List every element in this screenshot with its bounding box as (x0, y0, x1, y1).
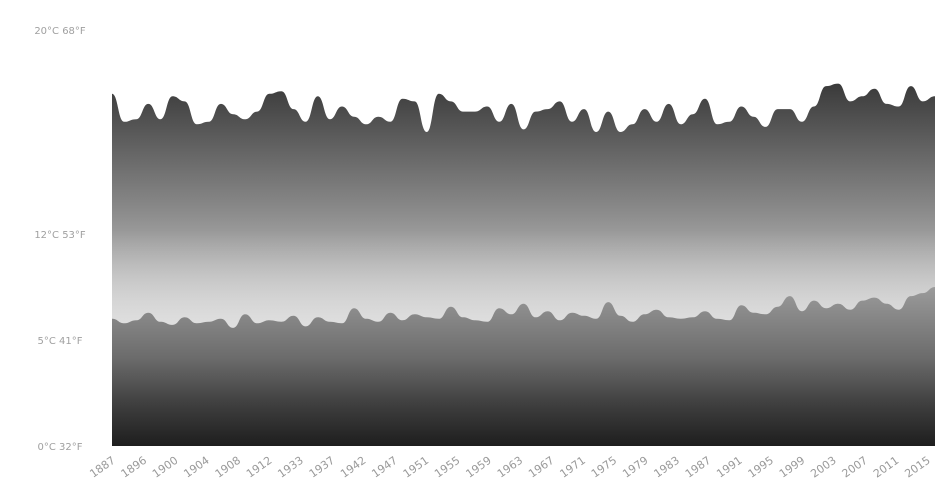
x-tick-label: 1887 (87, 454, 117, 481)
y-tick-label: 20°C 68°F (34, 26, 86, 37)
y-axis: 0°C 32°F 5°C 41°F 12°C 53°F 20°C 68°F (34, 26, 86, 453)
x-tick-label: 2003 (808, 454, 838, 481)
x-tick-label: 2011 (871, 454, 901, 481)
x-tick-label: 1912 (244, 454, 274, 481)
x-tick-label: 1995 (746, 454, 776, 481)
x-tick-label: 1975 (589, 454, 619, 481)
x-tick-label: 1971 (558, 454, 588, 481)
x-tick-label: 1979 (620, 454, 650, 481)
x-tick-label: 1947 (369, 454, 399, 481)
x-tick-label: 1951 (401, 454, 431, 481)
x-tick-label: 1967 (526, 454, 556, 481)
x-tick-label: 1900 (150, 454, 180, 481)
y-tick-label: 0°C 32°F (38, 442, 83, 453)
x-tick-label: 1908 (213, 454, 243, 481)
x-tick-label: 1955 (432, 454, 462, 481)
x-tick-label: 1904 (181, 454, 211, 481)
x-tick-label: 1959 (463, 454, 493, 481)
x-tick-label: 1933 (275, 454, 305, 481)
x-tick-label: 1963 (495, 454, 525, 481)
x-tick-label: 1942 (338, 454, 368, 481)
x-tick-label: 1937 (307, 454, 337, 481)
x-tick-label: 1999 (777, 454, 807, 481)
x-tick-label: 2015 (902, 454, 932, 481)
x-tick-label: 1991 (714, 454, 744, 481)
y-tick-label: 12°C 53°F (34, 230, 86, 241)
plot-area (112, 83, 935, 446)
series-bottom-area (112, 287, 935, 446)
x-tick-label: 2007 (840, 454, 870, 481)
x-tick-label: 1987 (683, 454, 713, 481)
x-tick-label: 1983 (652, 454, 682, 481)
y-tick-label: 5°C 41°F (38, 336, 83, 347)
x-axis: 1887 1896 1900 1904 1908 1912 1933 1937 1942 1947… (87, 454, 932, 481)
x-tick-label: 1896 (119, 454, 149, 481)
